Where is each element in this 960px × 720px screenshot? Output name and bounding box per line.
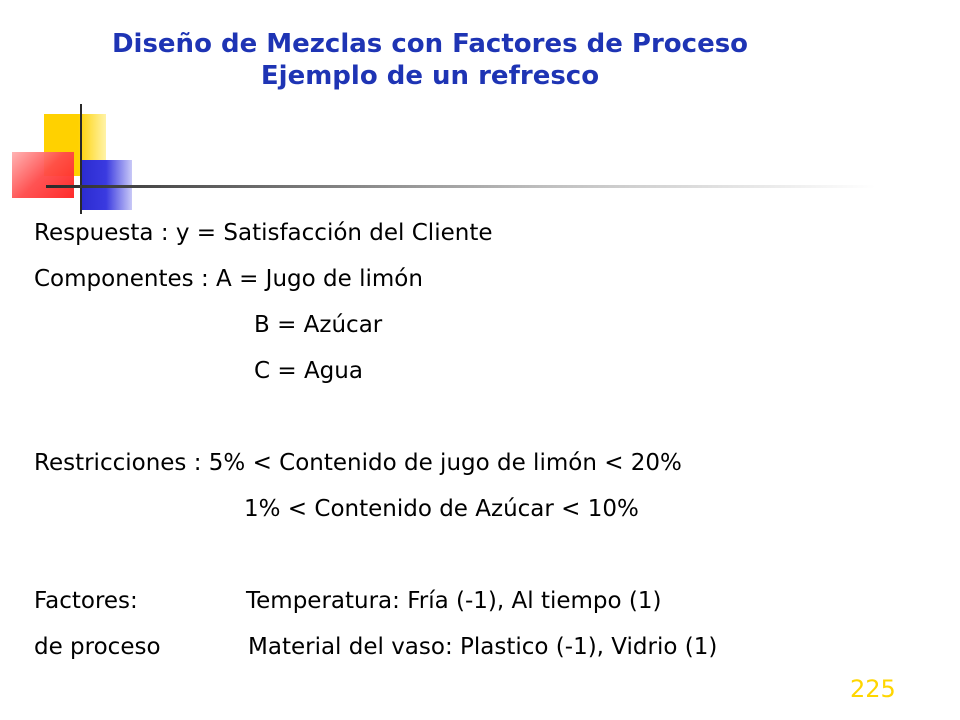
horizontal-rule <box>46 185 876 188</box>
factor-material-line: Material del vaso: Plastico (-1), Vidrio… <box>248 634 718 660</box>
slide-title: Diseño de Mezclas con Factores de Proces… <box>0 28 860 92</box>
componentes-line: Componentes : A = Jugo de limón <box>34 266 423 292</box>
red-square-decoration <box>12 152 74 198</box>
factores-label: Factores: <box>34 588 138 614</box>
factor-temperatura-line: Temperatura: Fría (-1), Al tiempo (1) <box>246 588 662 614</box>
restriccion-2-line: 1% < Contenido de Azúcar < 10% <box>244 496 639 522</box>
vertical-rule <box>80 104 82 214</box>
component-b-line: B = Azúcar <box>254 312 383 338</box>
proceso-label: de proceso <box>34 634 161 660</box>
title-line-2: Ejemplo de un refresco <box>260 61 600 91</box>
page-number: 225 <box>850 675 896 703</box>
title-line-1: Diseño de Mezclas con Factores de Proces… <box>111 29 749 59</box>
restricciones-line: Restricciones : 5% < Contenido de jugo d… <box>34 450 682 476</box>
component-c-line: C = Agua <box>254 358 363 384</box>
respuesta-line: Respuesta : y = Satisfacción del Cliente <box>34 220 493 246</box>
